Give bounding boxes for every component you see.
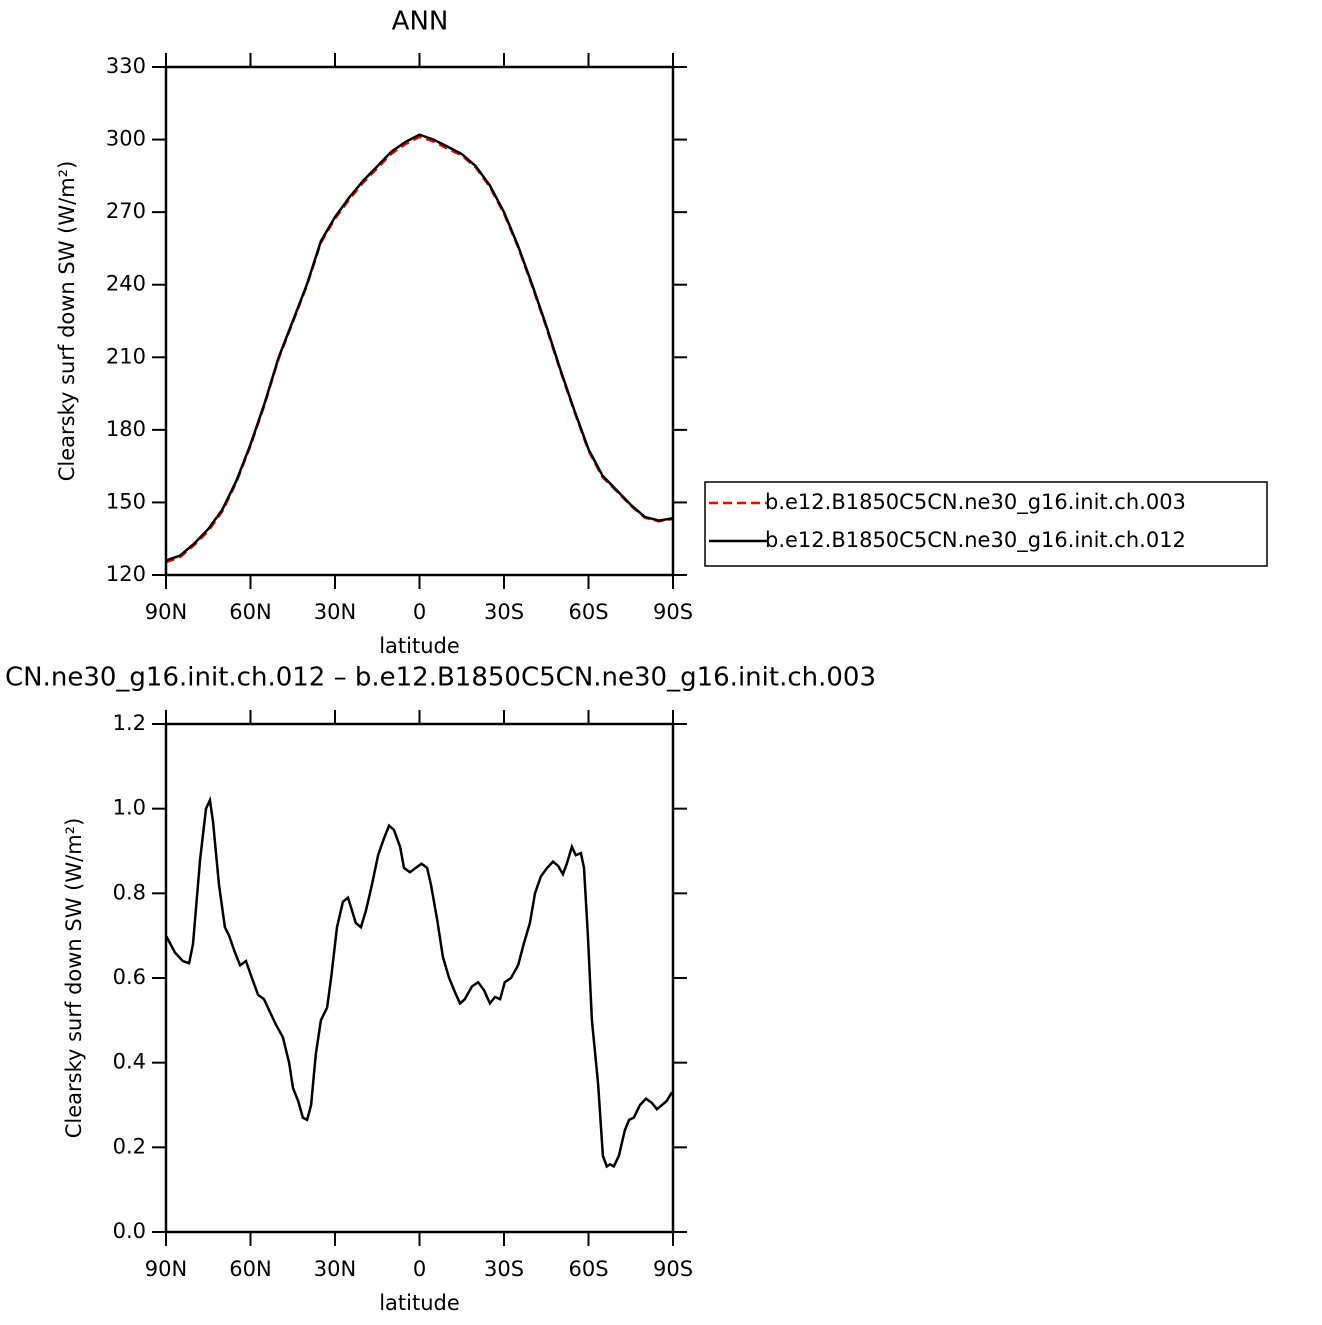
plot-frame	[164, 722, 675, 1234]
chart-title: ANN	[392, 7, 449, 37]
y-tick-label: 300	[106, 127, 146, 151]
x-tick-label: 90S	[653, 1257, 693, 1281]
x-tick-label: 90N	[145, 600, 187, 624]
data-line	[165, 135, 674, 564]
x-tick-label: 60S	[568, 600, 608, 624]
y-axis-label: Clearsky surf down SW (W/m²)	[55, 161, 79, 482]
y-tick-label: 150	[106, 489, 146, 513]
x-tick-label: 30N	[314, 1257, 356, 1281]
y-tick-label: 0.2	[113, 1134, 146, 1158]
legend-label: b.e12.B1850C5CN.ne30_g16.init.ch.012	[765, 528, 1186, 553]
x-axis-label: latitude	[379, 1291, 460, 1315]
y-tick-label: 120	[106, 562, 146, 586]
x-tick-label: 30S	[484, 600, 524, 624]
y-axis-label: Clearsky surf down SW (W/m²)	[62, 818, 86, 1139]
x-tick-label: 60S	[568, 1257, 608, 1281]
y-tick-label: 0.6	[113, 965, 146, 989]
y-tick-label: 210	[106, 344, 146, 368]
data-line	[164, 795, 673, 1169]
x-tick-label: 90S	[653, 600, 693, 624]
y-tick-label: 1.2	[113, 711, 146, 735]
data-line	[165, 133, 674, 562]
x-tick-label: 0	[413, 1257, 426, 1281]
x-tick-label: 30S	[484, 1257, 524, 1281]
y-tick-label: 0.0	[113, 1219, 146, 1243]
x-tick-label: 60N	[229, 600, 271, 624]
x-tick-label: 30N	[314, 600, 356, 624]
legend-box	[704, 481, 1268, 567]
y-tick-label: 1.0	[113, 796, 146, 820]
y-tick-label: 270	[106, 199, 146, 223]
chart-title: CN.ne30_g16.init.ch.012 – b.e12.B1850C5C…	[5, 663, 876, 693]
y-tick-label: 330	[106, 54, 146, 78]
y-tick-label: 0.4	[113, 1050, 146, 1074]
y-tick-label: 180	[106, 417, 146, 441]
x-axis-label: latitude	[379, 634, 460, 658]
legend-label: b.e12.B1850C5CN.ne30_g16.init.ch.003	[765, 490, 1186, 515]
x-tick-label: 0	[413, 600, 426, 624]
y-tick-label: 240	[106, 272, 146, 296]
x-tick-label: 60N	[229, 1257, 271, 1281]
y-tick-label: 0.8	[113, 880, 146, 904]
plot-frame	[164, 65, 675, 577]
x-tick-label: 90N	[145, 1257, 187, 1281]
